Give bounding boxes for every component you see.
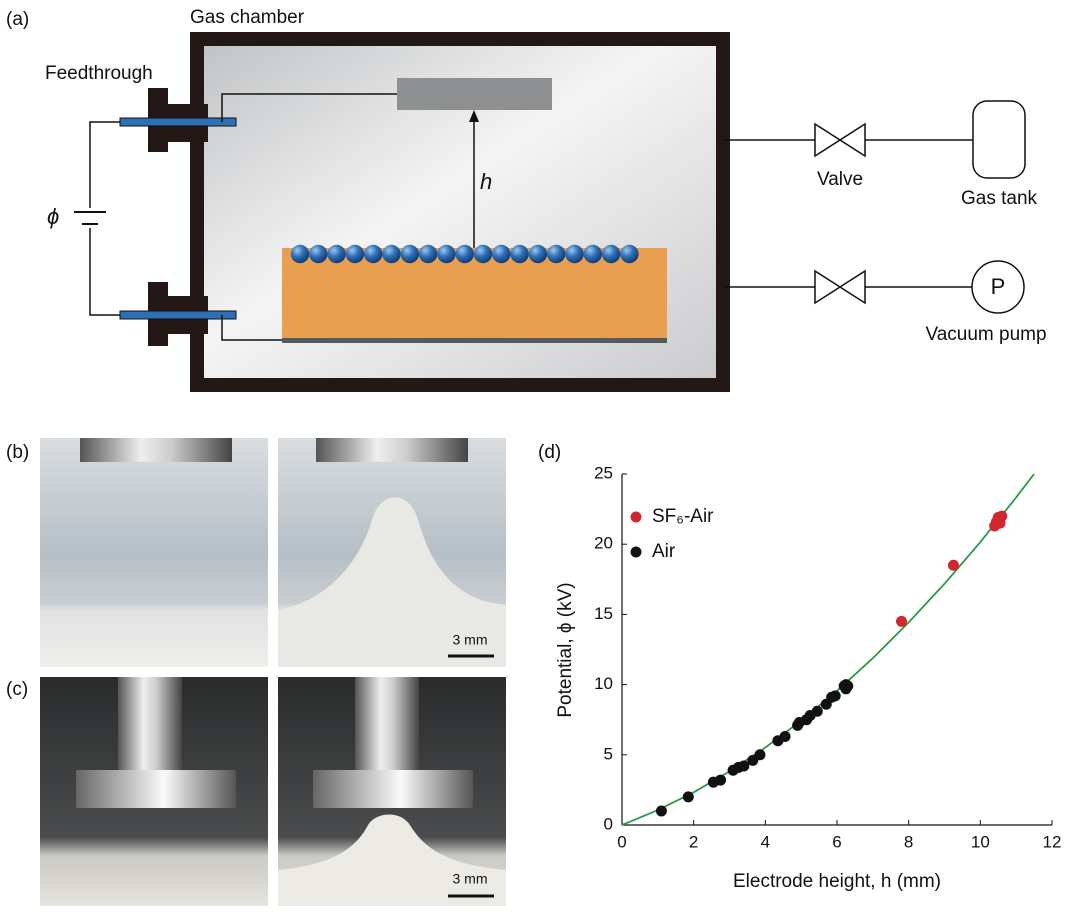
particle bbox=[309, 245, 327, 263]
height-label: h bbox=[480, 169, 492, 194]
x-tick-label: 12 bbox=[1043, 832, 1062, 851]
base-plate bbox=[282, 338, 667, 343]
legend-marker bbox=[631, 512, 642, 523]
data-point bbox=[996, 511, 1007, 522]
particle bbox=[565, 245, 583, 263]
data-point bbox=[948, 560, 959, 571]
figure: (a) Gas chamber Feedthrough ϕ h Valve Ga… bbox=[0, 0, 1083, 920]
feedthrough-label: Feedthrough bbox=[45, 63, 153, 84]
data-point bbox=[683, 791, 694, 802]
data-point bbox=[896, 616, 907, 627]
potential-label: ϕ bbox=[47, 204, 59, 229]
particle bbox=[547, 245, 565, 263]
particles bbox=[291, 245, 639, 263]
particle bbox=[364, 245, 382, 263]
data-point bbox=[715, 775, 726, 786]
panel-label: (b) bbox=[6, 442, 29, 463]
y-tick-label: 25 bbox=[594, 463, 613, 482]
x-tick-label: 10 bbox=[971, 832, 990, 851]
particle bbox=[291, 245, 309, 263]
photo-c-left bbox=[40, 677, 268, 906]
particle bbox=[620, 245, 638, 263]
data-point bbox=[754, 749, 765, 760]
data-point bbox=[840, 683, 851, 694]
particle bbox=[584, 245, 602, 263]
particle bbox=[492, 245, 510, 263]
panel-label: (c) bbox=[6, 679, 28, 700]
legend-label: SF₆-Air bbox=[652, 506, 714, 527]
pump-label: Vacuum pump bbox=[925, 324, 1046, 345]
particle bbox=[327, 245, 345, 263]
particle bbox=[437, 245, 455, 263]
page: {"panels": {"a": "(a)", "b": "(b)", "c":… bbox=[0, 0, 1083, 920]
data-point bbox=[812, 706, 823, 717]
photo-b-left bbox=[40, 438, 268, 667]
x-tick-label: 0 bbox=[617, 832, 626, 851]
particle bbox=[456, 245, 474, 263]
particle bbox=[474, 245, 492, 263]
x-tick-label: 2 bbox=[689, 832, 698, 851]
data-point bbox=[830, 690, 841, 701]
y-tick-label: 15 bbox=[594, 604, 613, 623]
x-tick-label: 6 bbox=[832, 832, 841, 851]
particle bbox=[419, 245, 437, 263]
legend-marker bbox=[631, 547, 642, 558]
pump-symbol: P bbox=[991, 274, 1006, 299]
gas-tank bbox=[973, 101, 1025, 178]
particle bbox=[382, 245, 400, 263]
scale-label: 3 mm bbox=[453, 871, 488, 887]
scale-label: 3 mm bbox=[453, 632, 488, 648]
y-axis-label: Potential, ϕ (kV) bbox=[555, 582, 576, 717]
valve-label: Valve bbox=[817, 169, 863, 190]
particle bbox=[529, 245, 547, 263]
electrode bbox=[397, 78, 552, 110]
plot: 0 2 4 6 8 10 12 0 5 10 15 20 25 SF₆-Air Air bbox=[594, 463, 1061, 851]
y-tick-label: 20 bbox=[594, 534, 613, 553]
panel-label: (a) bbox=[6, 9, 29, 30]
particle bbox=[602, 245, 620, 263]
x-tick-label: 4 bbox=[761, 832, 770, 851]
valves bbox=[815, 124, 865, 303]
y-tick-label: 5 bbox=[604, 744, 613, 763]
x-axis-label: Electrode height, h (mm) bbox=[733, 871, 941, 892]
y-tick-label: 10 bbox=[594, 674, 613, 693]
particle bbox=[510, 245, 528, 263]
chamber-label: Gas chamber bbox=[190, 7, 305, 28]
data-point bbox=[780, 731, 791, 742]
particle bbox=[401, 245, 419, 263]
data-point bbox=[656, 805, 667, 816]
panel-label: (d) bbox=[538, 442, 561, 463]
particle bbox=[346, 245, 364, 263]
x-tick-label: 8 bbox=[904, 832, 913, 851]
tank-label: Gas tank bbox=[961, 188, 1038, 209]
y-tick-label: 0 bbox=[604, 814, 613, 833]
legend-label: Air bbox=[652, 541, 676, 562]
